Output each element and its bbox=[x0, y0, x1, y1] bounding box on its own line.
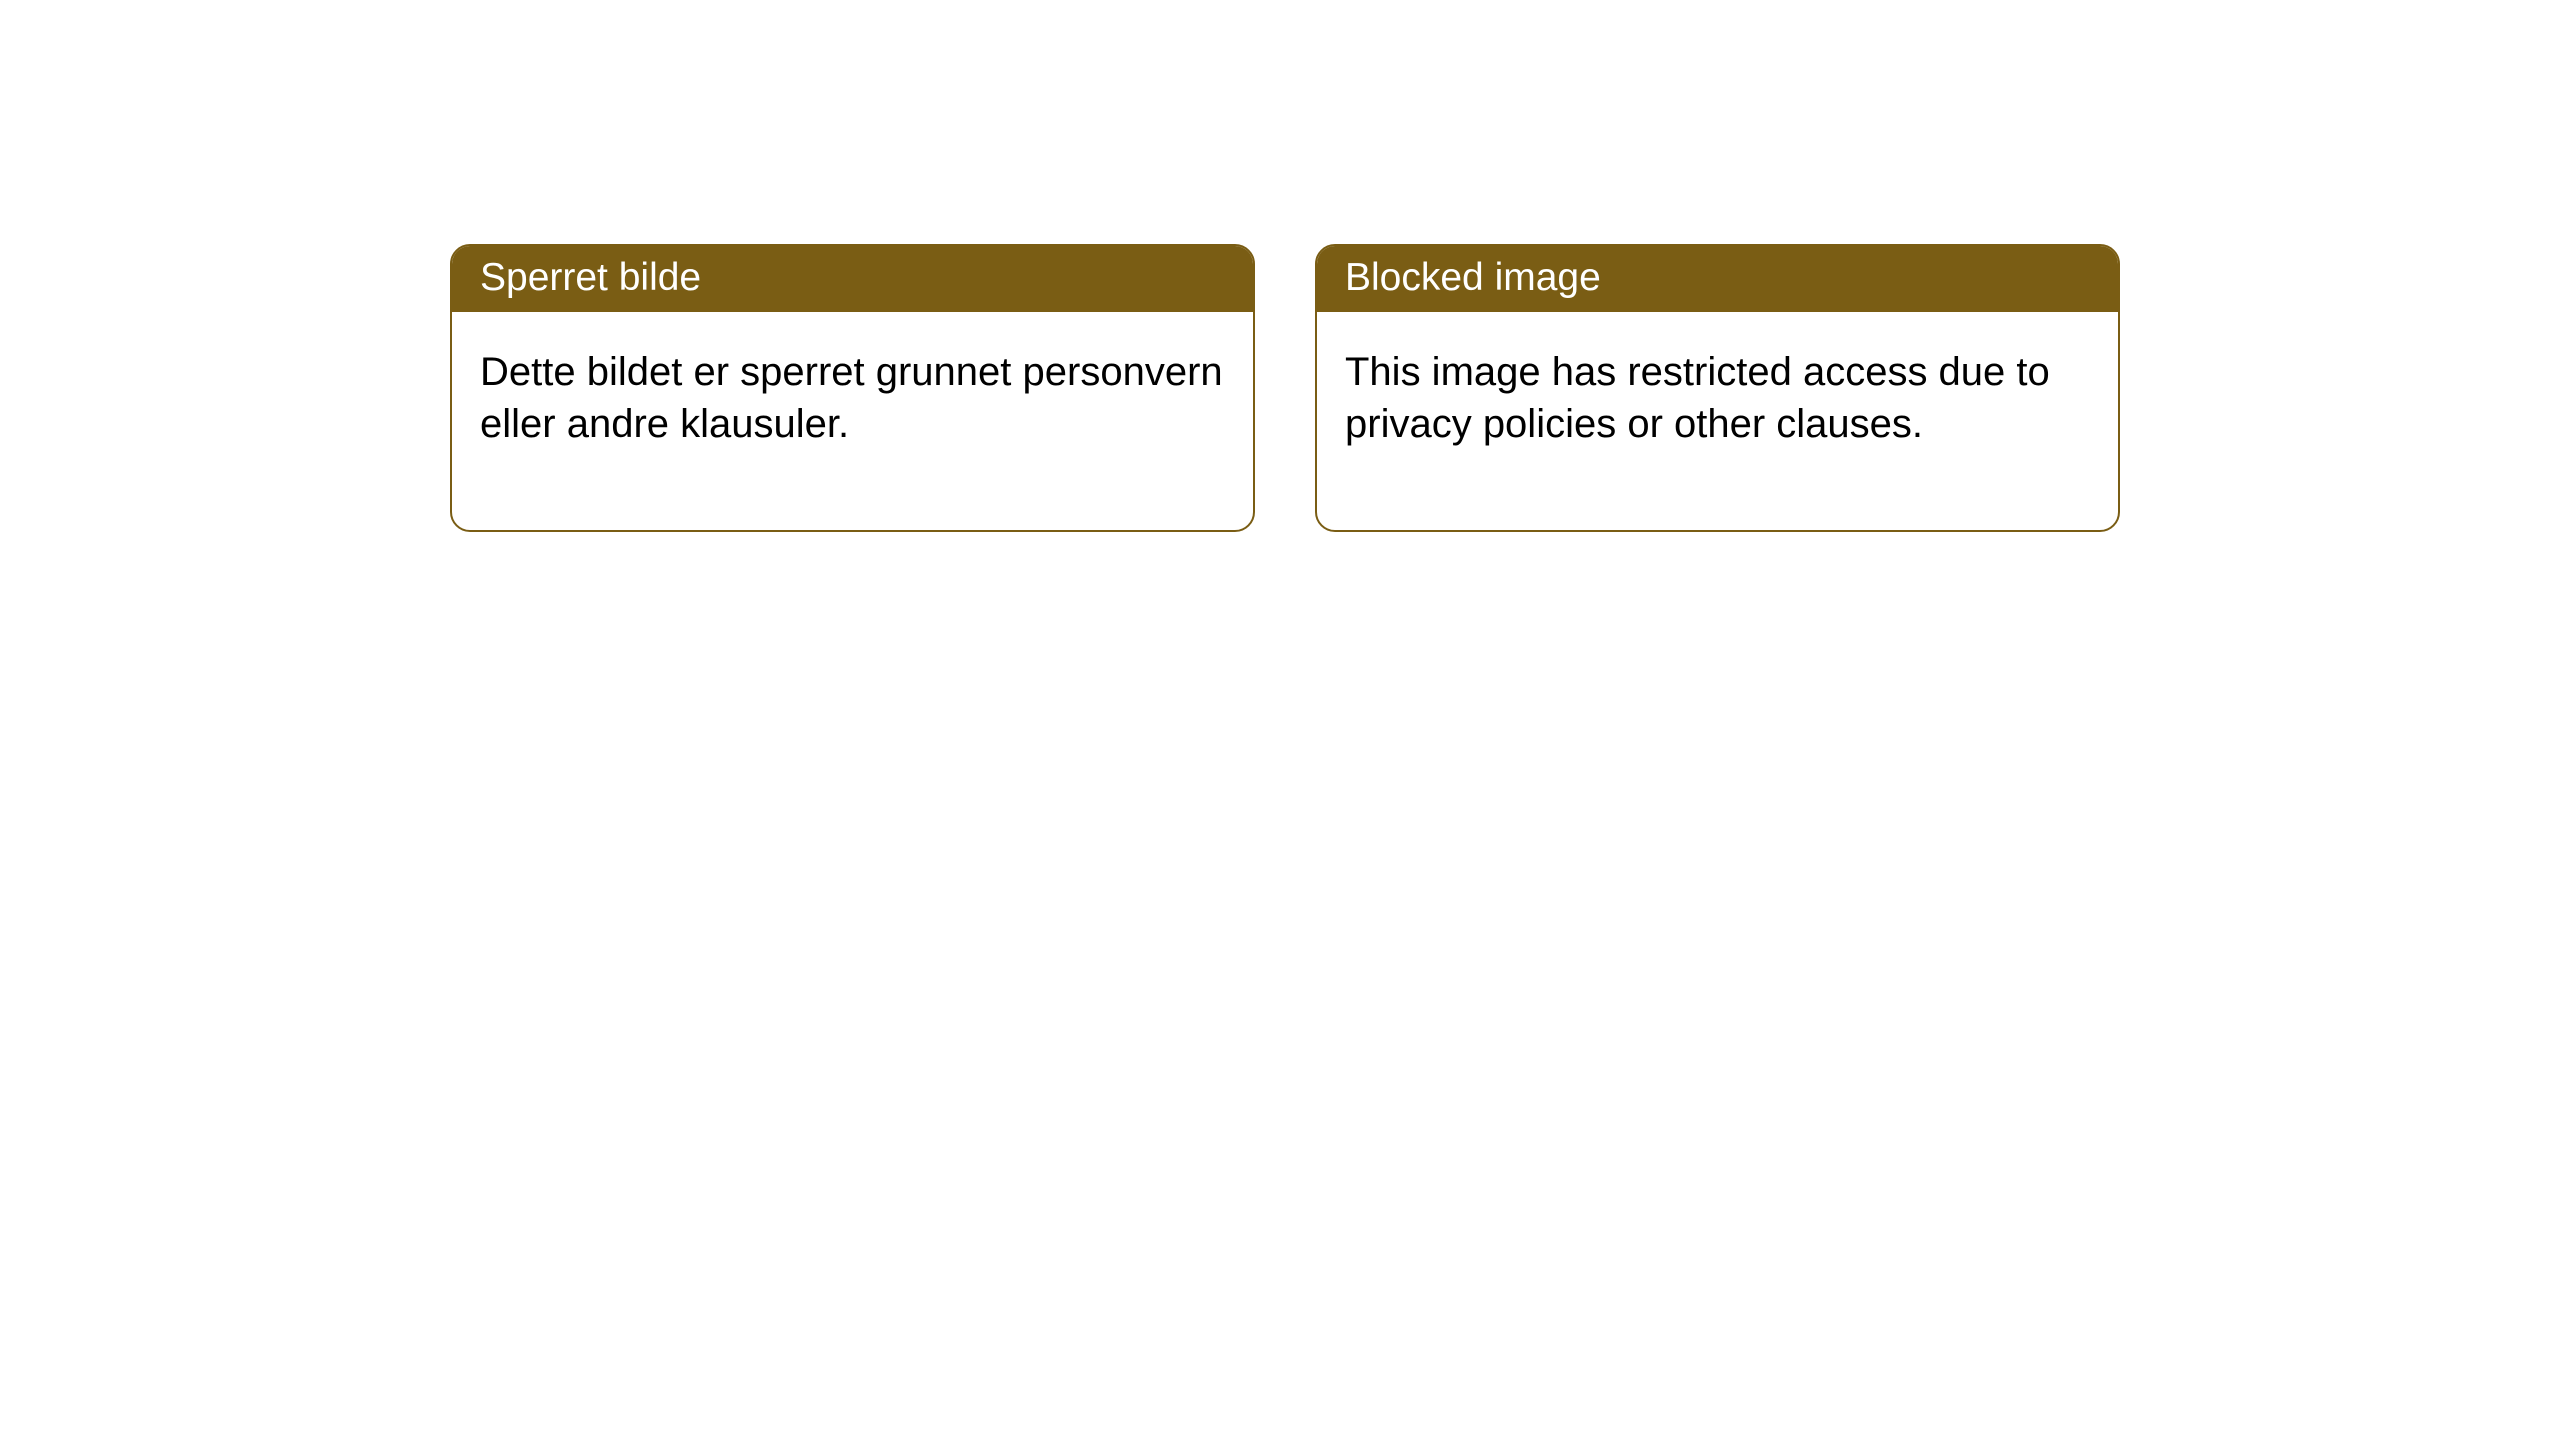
notice-container: Sperret bilde Dette bildet er sperret gr… bbox=[0, 0, 2560, 532]
notice-body: This image has restricted access due to … bbox=[1317, 312, 2118, 530]
notice-body: Dette bildet er sperret grunnet personve… bbox=[452, 312, 1253, 530]
notice-card-english: Blocked image This image has restricted … bbox=[1315, 244, 2120, 532]
notice-header: Sperret bilde bbox=[452, 246, 1253, 312]
notice-card-norwegian: Sperret bilde Dette bildet er sperret gr… bbox=[450, 244, 1255, 532]
notice-header: Blocked image bbox=[1317, 246, 2118, 312]
